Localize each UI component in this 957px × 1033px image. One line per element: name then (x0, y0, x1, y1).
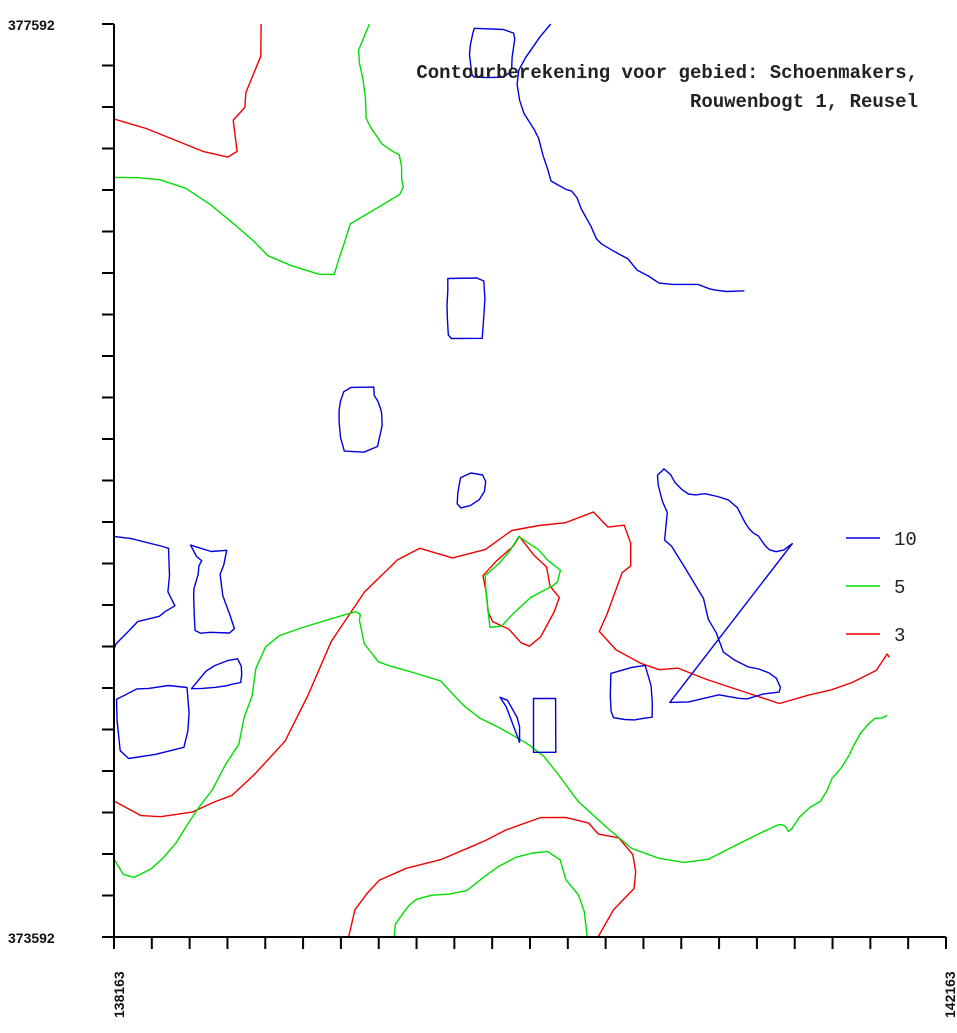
legend-label-3: 3 (894, 625, 905, 647)
contour-10-ring-6 (115, 684, 190, 760)
contour-10-ring-7 (190, 658, 243, 690)
contour-10-ring-2 (338, 386, 383, 453)
chart-title: Contourberekening voor gebied: Schoenmak… (416, 62, 918, 113)
contour-5-line-6 (393, 850, 588, 938)
contour-5-line-7 (484, 535, 562, 629)
legend: 10 5 3 (846, 529, 917, 647)
contour-10-ring-9 (532, 697, 557, 753)
contour-10-ring-0 (468, 27, 516, 79)
contour-10-ring-4 (113, 535, 176, 650)
contour-10-ring-3 (456, 472, 487, 509)
y-tick-label-top: 377592 (8, 17, 55, 33)
legend-label-10: 10 (894, 529, 917, 551)
contour-10-edge-0 (516, 23, 745, 293)
y-tick-label-bottom: 373592 (8, 930, 55, 946)
contour-3-line-1 (113, 511, 890, 818)
contour-10-ring-1 (446, 277, 486, 340)
contour-5-line-4 (113, 23, 404, 276)
contour-10-ring-5 (189, 544, 236, 634)
x-tick-label-left: 138163 (111, 971, 127, 1018)
contour-10-ring-8 (499, 696, 521, 743)
chart-title-line-1: Contourberekening voor gebied: Schoenmak… (416, 62, 918, 84)
contour-10-ring-10 (609, 664, 653, 721)
y-ticks (102, 23, 114, 938)
x-ticks (113, 937, 947, 949)
contour-lines (113, 23, 890, 938)
contour-3-line-3 (482, 535, 560, 647)
axes: 377592 373592 138163 142163 (8, 17, 957, 1018)
contour-3-line-0 (113, 23, 262, 158)
contour-5-line-5 (113, 611, 888, 879)
contour-10-ring-11 (656, 468, 793, 704)
legend-label-5: 5 (894, 577, 905, 599)
contour-3-line-2 (347, 816, 637, 938)
chart-title-line-2: Rouwenbogt 1, Reusel (690, 91, 918, 113)
x-tick-label-right: 142163 (942, 971, 957, 1018)
